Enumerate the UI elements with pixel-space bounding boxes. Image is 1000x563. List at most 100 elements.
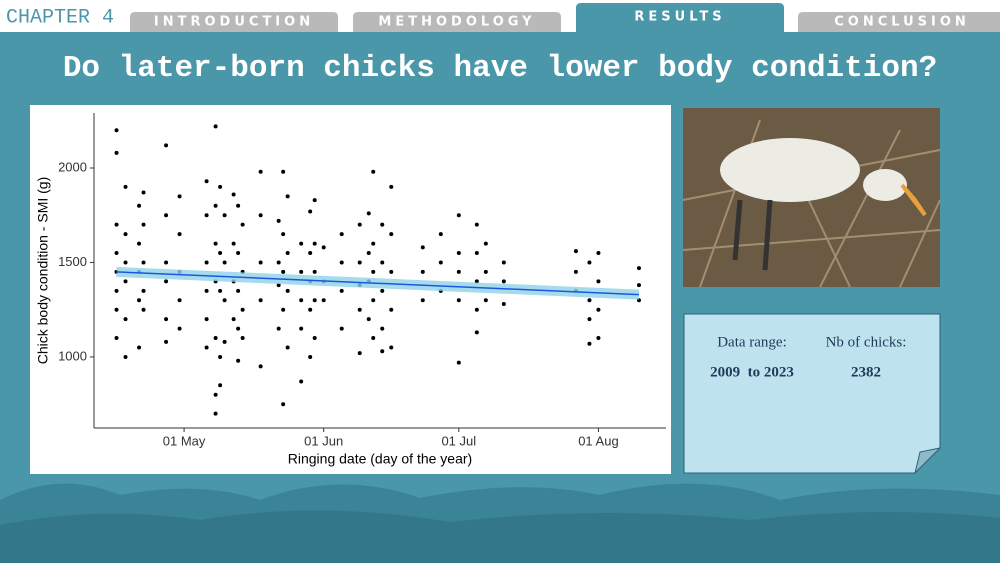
point [501,279,506,284]
point [312,336,317,341]
point [483,298,488,303]
point [137,203,142,208]
point [596,251,601,256]
point [137,298,142,303]
point [380,260,385,265]
point [371,269,376,274]
point [501,302,506,307]
point [240,222,245,227]
point [114,222,119,227]
point [204,213,209,218]
photo-bird-head [863,169,907,201]
x-tick-label: 01 Jul [441,433,476,448]
point [213,392,218,397]
point [636,283,641,288]
point [501,260,506,265]
x-tick-label: 01 Aug [578,433,619,448]
x-tick-label: 01 Jun [304,433,343,448]
point [299,326,304,331]
point [164,339,169,344]
point [123,260,128,265]
point [204,260,209,265]
point [204,179,209,184]
point [389,307,394,312]
point [420,245,425,250]
point [339,288,344,293]
point [312,298,317,303]
point [276,218,281,223]
point [114,288,119,293]
point [231,192,236,197]
point [141,190,146,195]
point [308,251,313,256]
photo [682,108,941,288]
point [137,241,142,246]
point [371,241,376,246]
point [137,345,142,350]
point [240,307,245,312]
point [366,251,371,256]
point [339,326,344,331]
ground [0,510,1000,563]
point [366,317,371,322]
point [389,269,394,274]
point [218,184,223,189]
point [236,326,241,331]
point [164,279,169,284]
tab-shape [798,12,1000,32]
point [285,345,290,350]
point [258,213,263,218]
point [281,269,286,274]
y-axis-label: Chick body condition - SMI (g) [35,177,51,365]
point [123,354,128,359]
point [308,307,313,312]
point [222,339,227,344]
chapter-label: CHAPTER 4 [6,6,114,29]
point [177,194,182,199]
point [299,298,304,303]
y-tick-label: 1500 [58,254,87,269]
point [213,336,218,341]
point [281,232,286,237]
point [213,124,218,129]
point [456,360,461,365]
point [366,211,371,216]
point [321,245,326,250]
point [222,260,227,265]
point [380,349,385,354]
point [114,251,119,256]
point [456,269,461,274]
tab-label: CONCLUSION [834,15,970,30]
point [438,232,443,237]
point [123,184,128,189]
point [123,232,128,237]
point [380,326,385,331]
point [114,307,119,312]
point [114,128,119,133]
point [236,203,241,208]
point [339,232,344,237]
point [308,209,313,214]
point [371,298,376,303]
point [123,279,128,284]
point [177,232,182,237]
point [141,307,146,312]
point [456,213,461,218]
point [218,354,223,359]
point [204,317,209,322]
tabs: INTRODUCTION METHODOLOGY RESULTS CONCLUSION [130,3,1000,32]
point [141,260,146,265]
chart: 1000 1500 2000 01 May 01 Jun 01 Jul 01 Aug Ring… [35,113,666,467]
point [456,298,461,303]
info-value: 2382 [851,364,881,380]
point [389,232,394,237]
point [281,307,286,312]
point [438,260,443,265]
tab-label: INTRODUCTION [154,15,314,30]
info-box: Data range: Nb of chicks: 2009 to 2023 2… [683,313,942,475]
tab-shape [576,3,784,32]
point [218,383,223,388]
point [357,351,362,356]
point [420,269,425,274]
point [587,298,592,303]
